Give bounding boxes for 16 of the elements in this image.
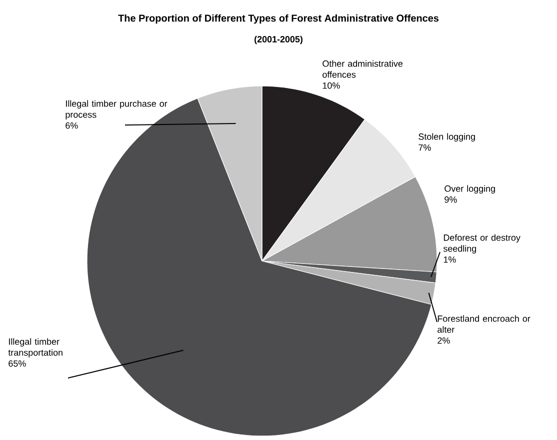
slice-label: Deforest or destroy seedling (443, 234, 520, 254)
data-label: 2% (438, 337, 450, 344)
data-label: 10% (322, 82, 340, 89)
slice-label: Stolen logging (418, 133, 475, 142)
data-label: 1% (444, 256, 456, 263)
data-label: 7% (418, 144, 431, 151)
slice-label: Illegal timber transportation (8, 338, 62, 358)
slice-label: Forestland encroach or alter (438, 315, 530, 333)
data-label: 65% (8, 360, 26, 367)
slice-label: Other administrative offences (322, 60, 403, 78)
data-label: 9% (444, 196, 457, 203)
slice-label: Illegal timber purchase or process (66, 100, 168, 120)
data-label: 6% (66, 122, 78, 129)
slice-label: Over logging (444, 185, 495, 194)
chart-title: The Proportion of Different Types of Forest Administrative Offences (118, 14, 439, 24)
chart-subtitle: (2001-2005) (254, 36, 302, 44)
